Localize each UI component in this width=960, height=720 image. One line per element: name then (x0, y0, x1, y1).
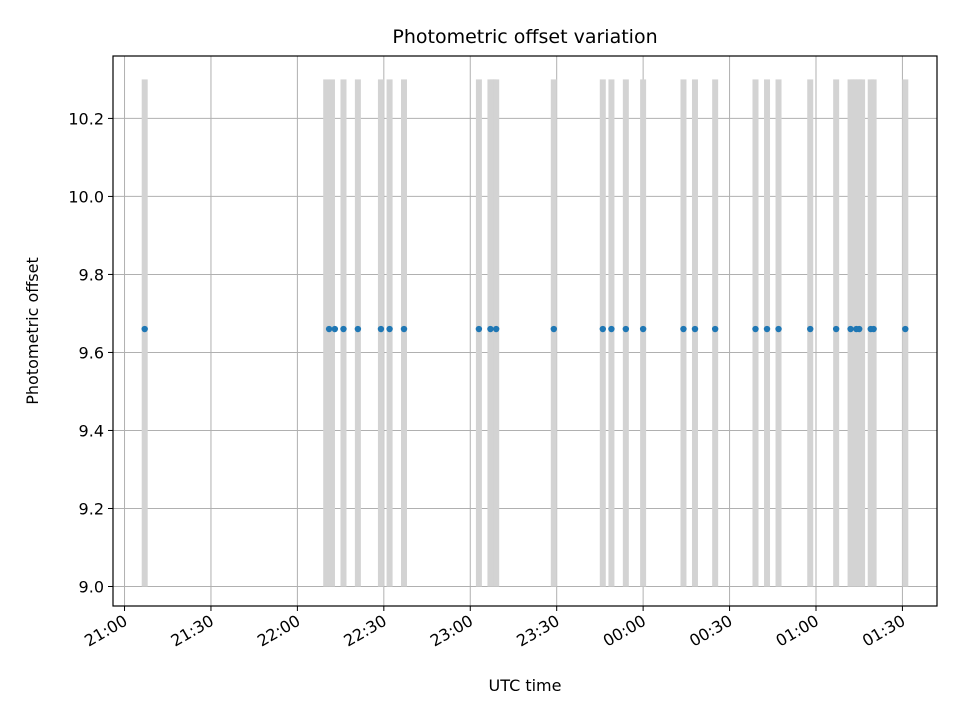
y-tick-label: 10.2 (68, 109, 104, 128)
error-bar (141, 79, 148, 587)
y-axis-label: Photometric offset (23, 257, 42, 405)
data-point (832, 325, 840, 333)
data-point (856, 325, 863, 333)
data-point (775, 325, 782, 333)
data-point (331, 325, 339, 333)
data-point (492, 325, 500, 333)
data-point (487, 325, 494, 333)
error-bar (833, 79, 840, 587)
data-point (763, 325, 771, 333)
error-bar (712, 79, 719, 587)
error-bar (475, 79, 482, 587)
error-bar (386, 79, 393, 587)
data-point (550, 325, 558, 333)
error-bar (608, 79, 615, 587)
error-bar (323, 79, 330, 587)
error-bar (691, 79, 698, 587)
error-bar (870, 79, 877, 587)
data-point (680, 325, 687, 333)
data-point (870, 325, 877, 333)
bars (141, 79, 909, 587)
error-bar (340, 79, 347, 587)
data-point (340, 325, 347, 333)
error-bar (775, 79, 782, 587)
error-bar (640, 79, 647, 587)
chart-title: Photometric offset variation (392, 26, 657, 48)
error-bar (550, 79, 557, 587)
y-tick-label: 9.6 (79, 343, 104, 362)
data-point (711, 325, 719, 333)
error-bar (680, 79, 687, 587)
error-bar (752, 79, 759, 587)
x-axis-label: UTC time (489, 676, 562, 695)
error-bar (400, 79, 407, 587)
error-bar (599, 79, 606, 587)
data-point (752, 325, 759, 333)
y-tick-label: 10.0 (68, 187, 104, 206)
data-point (325, 325, 333, 333)
data-point (377, 325, 385, 333)
error-bar (354, 79, 361, 587)
data-point (691, 325, 699, 333)
y-tick-label: 9.8 (79, 265, 104, 284)
data-point (639, 325, 647, 333)
error-bar (622, 79, 629, 587)
data-point (902, 325, 909, 333)
data-point (847, 325, 854, 333)
y-tick-label: 9.0 (79, 577, 104, 596)
error-bar (377, 79, 384, 587)
data-point (354, 325, 362, 333)
data-point (622, 325, 630, 333)
y-tick-label: 9.4 (79, 421, 104, 440)
error-bar (328, 79, 335, 587)
data-point (599, 325, 606, 333)
error-bar (902, 79, 909, 587)
data-point (608, 325, 615, 333)
data-point (400, 325, 408, 333)
error-bar (807, 79, 814, 587)
plot-frame (112, 55, 938, 607)
y-axis: 9.0 9.2 9.4 9.6 9.8 10.0 10.2 (68, 109, 113, 596)
y-tick-label: 9.2 (79, 499, 104, 518)
data-point (475, 325, 483, 333)
error-bar (493, 79, 500, 587)
data-point (141, 325, 148, 333)
error-bar (859, 79, 866, 587)
data-point (807, 325, 814, 333)
error-bar (764, 79, 771, 587)
points (141, 325, 909, 333)
data-point (386, 325, 393, 333)
